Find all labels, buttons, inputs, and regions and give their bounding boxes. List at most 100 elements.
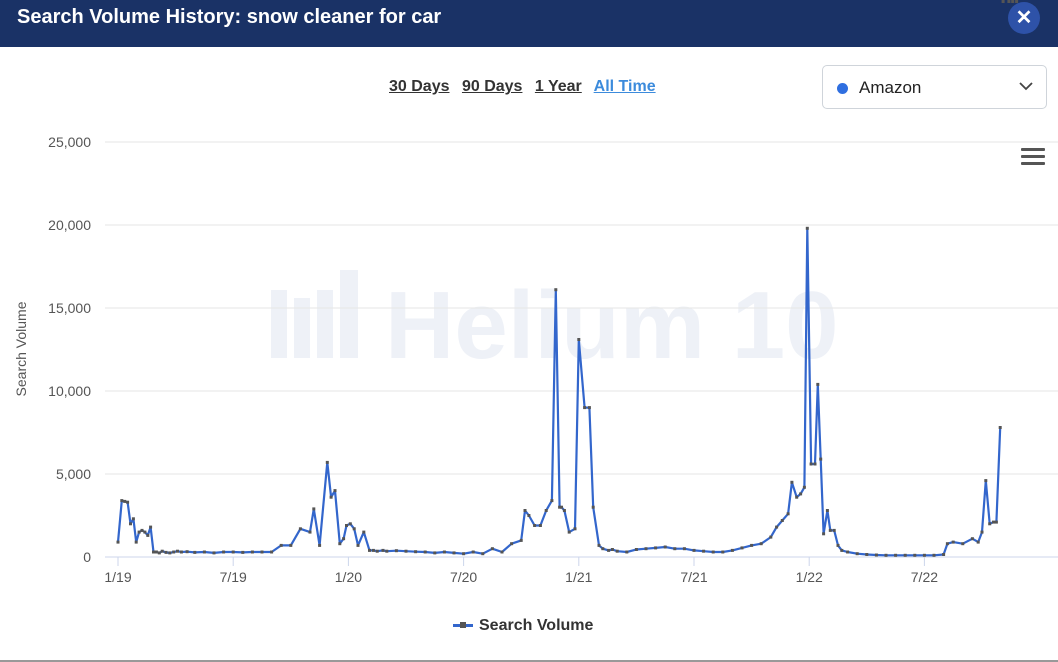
data-point[interactable] (1011, 0, 1015, 3)
data-point[interactable] (673, 547, 677, 551)
range-90-days-link[interactable]: 90 Days (461, 78, 523, 95)
data-point[interactable] (137, 530, 141, 534)
data-point[interactable] (822, 532, 826, 536)
data-point[interactable] (231, 550, 235, 554)
data-point[interactable] (560, 505, 563, 509)
data-point[interactable] (471, 550, 475, 554)
data-point[interactable] (490, 547, 494, 551)
data-point[interactable] (222, 550, 226, 554)
data-point[interactable] (836, 543, 840, 547)
data-point[interactable] (352, 527, 356, 531)
data-point[interactable] (976, 540, 980, 544)
data-point[interactable] (591, 505, 595, 509)
data-point[interactable] (802, 485, 806, 489)
data-point[interactable] (828, 528, 832, 532)
data-point[interactable] (368, 548, 371, 552)
data-point[interactable] (241, 550, 245, 554)
data-point[interactable] (711, 550, 715, 554)
data-point[interactable] (154, 550, 158, 554)
data-point[interactable] (721, 550, 725, 554)
data-point[interactable] (131, 517, 135, 521)
data-point[interactable] (730, 548, 734, 552)
data-point[interactable] (840, 548, 844, 552)
data-point[interactable] (1007, 0, 1011, 3)
data-point[interactable] (442, 550, 446, 554)
range-1-year-link[interactable]: 1 Year (534, 78, 582, 95)
data-point[interactable] (126, 500, 130, 504)
data-point[interactable] (587, 406, 591, 410)
data-point[interactable] (942, 553, 946, 556)
data-point[interactable] (333, 489, 337, 493)
data-point[interactable] (342, 537, 346, 541)
data-point[interactable] (134, 540, 138, 544)
data-point[interactable] (338, 542, 342, 546)
data-point[interactable] (371, 548, 375, 552)
data-point[interactable] (610, 548, 614, 551)
data-point[interactable] (682, 547, 686, 551)
data-point[interactable] (775, 525, 779, 529)
data-point[interactable] (577, 338, 581, 341)
data-point[interactable] (423, 550, 427, 554)
data-point[interactable] (855, 552, 859, 556)
data-point[interactable] (385, 549, 389, 553)
data-point[interactable] (750, 543, 754, 547)
data-point[interactable] (980, 530, 984, 534)
data-point[interactable] (663, 545, 667, 549)
data-point[interactable] (538, 524, 542, 527)
data-point[interactable] (846, 550, 850, 554)
data-point[interactable] (544, 509, 548, 512)
data-point[interactable] (825, 509, 829, 512)
data-point[interactable] (597, 543, 601, 547)
data-point[interactable] (164, 550, 168, 554)
data-point[interactable] (149, 525, 153, 529)
data-point[interactable] (519, 538, 523, 542)
data-point[interactable] (786, 512, 790, 516)
data-point[interactable] (120, 499, 124, 503)
data-point[interactable] (583, 406, 587, 410)
data-point[interactable] (644, 547, 648, 551)
marketplace-dropdown[interactable]: Amazon (822, 65, 1047, 109)
data-point[interactable] (152, 550, 155, 554)
data-point[interactable] (312, 507, 316, 511)
close-button[interactable]: ✕ (1008, 2, 1040, 34)
data-point[interactable] (202, 550, 206, 554)
data-point[interactable] (951, 540, 955, 544)
data-point[interactable] (375, 549, 379, 553)
data-point[interactable] (615, 549, 619, 553)
data-point[interactable] (790, 480, 794, 484)
data-point[interactable] (289, 543, 293, 547)
data-point[interactable] (193, 550, 197, 554)
data-point[interactable] (1001, 0, 1005, 3)
data-point[interactable] (146, 533, 150, 537)
data-point[interactable] (558, 505, 562, 509)
data-point[interactable] (984, 479, 988, 483)
data-point[interactable] (433, 551, 437, 555)
data-point[interactable] (318, 543, 322, 547)
data-point[interactable] (654, 546, 658, 550)
data-point[interactable] (452, 551, 456, 555)
data-point[interactable] (813, 462, 817, 466)
data-point[interactable] (179, 550, 183, 554)
data-point[interactable] (176, 549, 179, 553)
data-point[interactable] (932, 553, 936, 557)
data-point[interactable] (702, 549, 706, 553)
data-point[interactable] (348, 522, 352, 526)
data-point[interactable] (414, 550, 418, 554)
data-point[interactable] (903, 553, 907, 557)
data-point[interactable] (809, 462, 813, 466)
data-point[interactable] (805, 226, 809, 230)
data-point[interactable] (945, 542, 949, 546)
data-point[interactable] (527, 514, 531, 517)
data-point[interactable] (692, 548, 696, 552)
data-point[interactable] (481, 552, 485, 556)
data-point[interactable] (922, 553, 926, 557)
data-point[interactable] (129, 522, 132, 526)
data-point[interactable] (625, 550, 629, 554)
data-point[interactable] (562, 509, 566, 512)
data-point[interactable] (356, 543, 360, 547)
data-point[interactable] (270, 550, 274, 554)
data-point[interactable] (362, 530, 366, 534)
data-point[interactable] (634, 548, 638, 551)
data-point[interactable] (865, 553, 869, 556)
data-point[interactable] (819, 457, 823, 461)
